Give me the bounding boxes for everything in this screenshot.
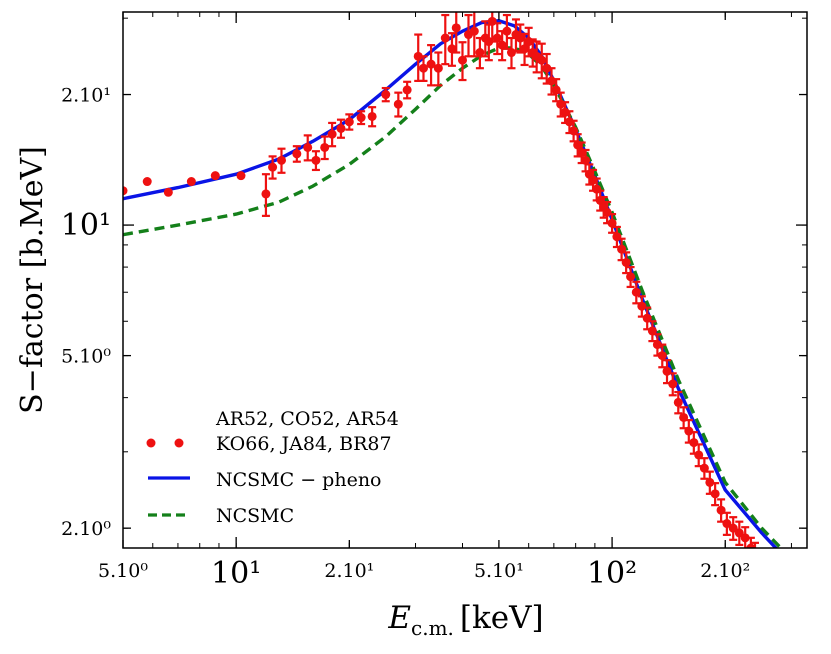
data-point	[581, 155, 591, 165]
x-tick-label: 2.10²	[700, 560, 750, 582]
data-point	[631, 287, 641, 297]
data-point	[746, 543, 756, 548]
y-axis-label: S−factor [b.MeV]	[15, 146, 50, 414]
data-point	[457, 55, 467, 65]
data-point	[261, 189, 271, 199]
data-point	[728, 523, 738, 533]
data-point	[123, 186, 128, 196]
data-point	[722, 519, 732, 529]
legend-label-pheno: NCSMC − pheno	[216, 469, 382, 491]
data-point	[336, 123, 346, 133]
data-point	[292, 149, 302, 159]
data-point	[236, 171, 246, 181]
data-point	[367, 111, 377, 121]
legend-label-ncsmc: NCSMC	[216, 505, 294, 527]
data-point	[502, 26, 512, 36]
data-point	[626, 272, 636, 282]
data-point	[210, 171, 220, 181]
data-point	[381, 90, 391, 100]
data-point	[710, 489, 720, 499]
data-point	[520, 44, 530, 54]
data-point	[418, 63, 428, 73]
data-point	[320, 142, 330, 152]
legend-label-data-line1: AR52, CO52, AR54	[215, 408, 399, 430]
data-point	[440, 33, 450, 43]
data-point	[657, 351, 667, 361]
data-point	[447, 44, 457, 54]
data-point	[612, 232, 622, 242]
data-point	[506, 48, 516, 58]
data-point	[186, 177, 196, 187]
data-point	[515, 33, 525, 43]
data-point	[393, 99, 403, 109]
data-point	[142, 177, 152, 187]
data-point	[560, 107, 570, 117]
legend-label-data-line2: KO66, JA84, BR87	[216, 433, 392, 455]
data-point	[497, 40, 507, 50]
data-point	[689, 438, 699, 448]
x-axis-label-unit: [keV]	[460, 600, 544, 636]
data-point	[699, 463, 709, 473]
x-tick-label: 2.10¹	[324, 560, 374, 582]
data-point	[492, 33, 502, 43]
legend: AR52, CO52, AR54 KO66, JA84, BR87 NCSMC …	[146, 408, 399, 527]
y-tick-label: 2.10⁰	[61, 518, 111, 540]
data-point	[311, 155, 321, 165]
data-point	[487, 16, 497, 26]
data-point	[469, 26, 479, 36]
y-tick-label: 2.10¹	[61, 85, 111, 107]
x-tick-label: 5.10¹	[474, 560, 524, 582]
data-point	[751, 549, 760, 558]
data-point	[602, 207, 612, 217]
data-point	[621, 257, 631, 267]
plot-frame	[122, 11, 808, 549]
data-point	[637, 301, 647, 311]
data-point	[475, 48, 485, 58]
data-point	[433, 63, 443, 73]
x-tick-label: 10²	[587, 556, 637, 591]
data-point	[268, 162, 278, 172]
data-point	[402, 85, 412, 95]
y-tick-label: 5.10⁰	[61, 346, 111, 368]
x-axis-label-main: E	[387, 600, 411, 636]
data-point	[413, 51, 423, 61]
data-point	[356, 113, 366, 123]
data-point	[740, 533, 750, 543]
data-point	[668, 379, 678, 389]
data-point	[542, 63, 552, 73]
data-point	[537, 55, 547, 65]
x-axis-label: Ec.m. [keV]	[387, 600, 543, 640]
data-point	[556, 99, 566, 109]
data-point	[564, 117, 574, 127]
data-point	[426, 59, 436, 69]
legend-marker-dot	[146, 438, 156, 448]
data-point	[569, 126, 579, 136]
data-point	[673, 397, 683, 407]
data-point	[276, 155, 286, 165]
data-point	[684, 426, 694, 436]
data-point	[163, 187, 173, 197]
data-point	[344, 117, 354, 127]
data-point	[451, 23, 461, 33]
data-point	[547, 76, 557, 86]
legend-marker-dot	[174, 438, 184, 448]
y-tick-label: 10¹	[61, 208, 111, 243]
x-axis-label-sub: c.m.	[411, 616, 454, 640]
data-point	[607, 218, 617, 228]
data-point	[327, 129, 337, 139]
data-point	[303, 142, 313, 152]
data-point	[705, 477, 715, 487]
data-point	[652, 340, 662, 350]
x-tick-label: 10¹	[211, 556, 261, 591]
x-tick-label: 5.10⁰	[98, 560, 148, 582]
